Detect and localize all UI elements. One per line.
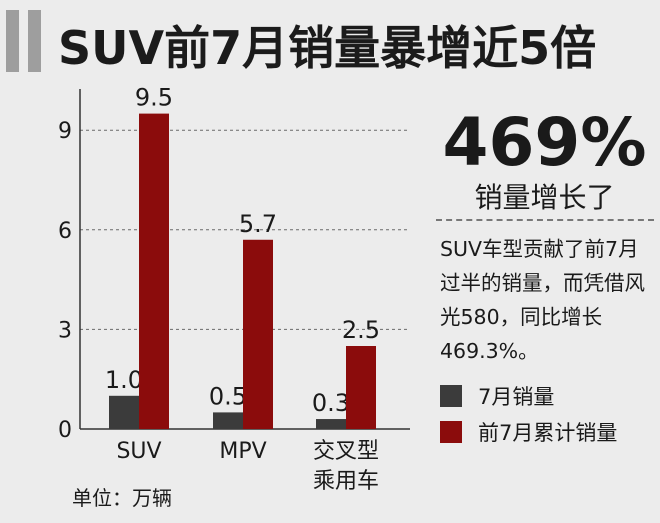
bar-july	[109, 395, 139, 429]
y-tick-label: 0	[58, 418, 72, 443]
data-label: 0.3	[312, 389, 350, 417]
y-tick-label: 6	[58, 219, 72, 244]
title-accent-bar	[28, 10, 41, 72]
legend-swatch-july	[440, 385, 462, 407]
description-text: SUV车型贡献了前7月过半的销量，而凭借风光580，同比增长469.3%。	[440, 237, 645, 363]
legend-item-cumulative: 前7月累计销量	[440, 414, 617, 450]
bar-cumulative	[346, 346, 376, 429]
growth-caption: 销量增长了	[474, 181, 615, 214]
bar-july	[213, 412, 243, 429]
data-label: 5.7	[239, 210, 277, 238]
legend-item-july: 7月销量	[440, 378, 617, 414]
x-tick-label: 乘用车	[313, 469, 379, 494]
legend-label: 7月销量	[478, 385, 555, 409]
title-bar: SUV前7月销量暴增近5倍	[0, 0, 660, 82]
legend: 7月销量 前7月累计销量	[440, 378, 617, 450]
legend-swatch-cumulative	[440, 421, 462, 443]
data-label: 1.0	[105, 366, 143, 394]
bar-july	[316, 419, 346, 429]
data-label: 9.5	[135, 84, 173, 112]
legend-label: 前7月累计销量	[478, 421, 618, 445]
chart-title: SUV前7月销量暴增近5倍	[58, 21, 597, 75]
data-label: 0.5	[209, 382, 247, 410]
growth-percentage: 469%	[442, 104, 647, 181]
y-tick-label: 9	[58, 119, 72, 144]
y-tick-label: 3	[58, 318, 72, 343]
x-tick-label: 交叉型	[313, 439, 379, 464]
x-tick-label: SUV	[116, 439, 161, 464]
x-tick-label: MPV	[219, 439, 266, 464]
bar-cumulative	[139, 113, 169, 429]
divider	[436, 219, 654, 221]
bar-cumulative	[243, 239, 273, 429]
unit-note: 单位：万辆	[72, 486, 172, 510]
data-label: 2.5	[342, 316, 380, 344]
title-accent-bar	[6, 10, 19, 72]
